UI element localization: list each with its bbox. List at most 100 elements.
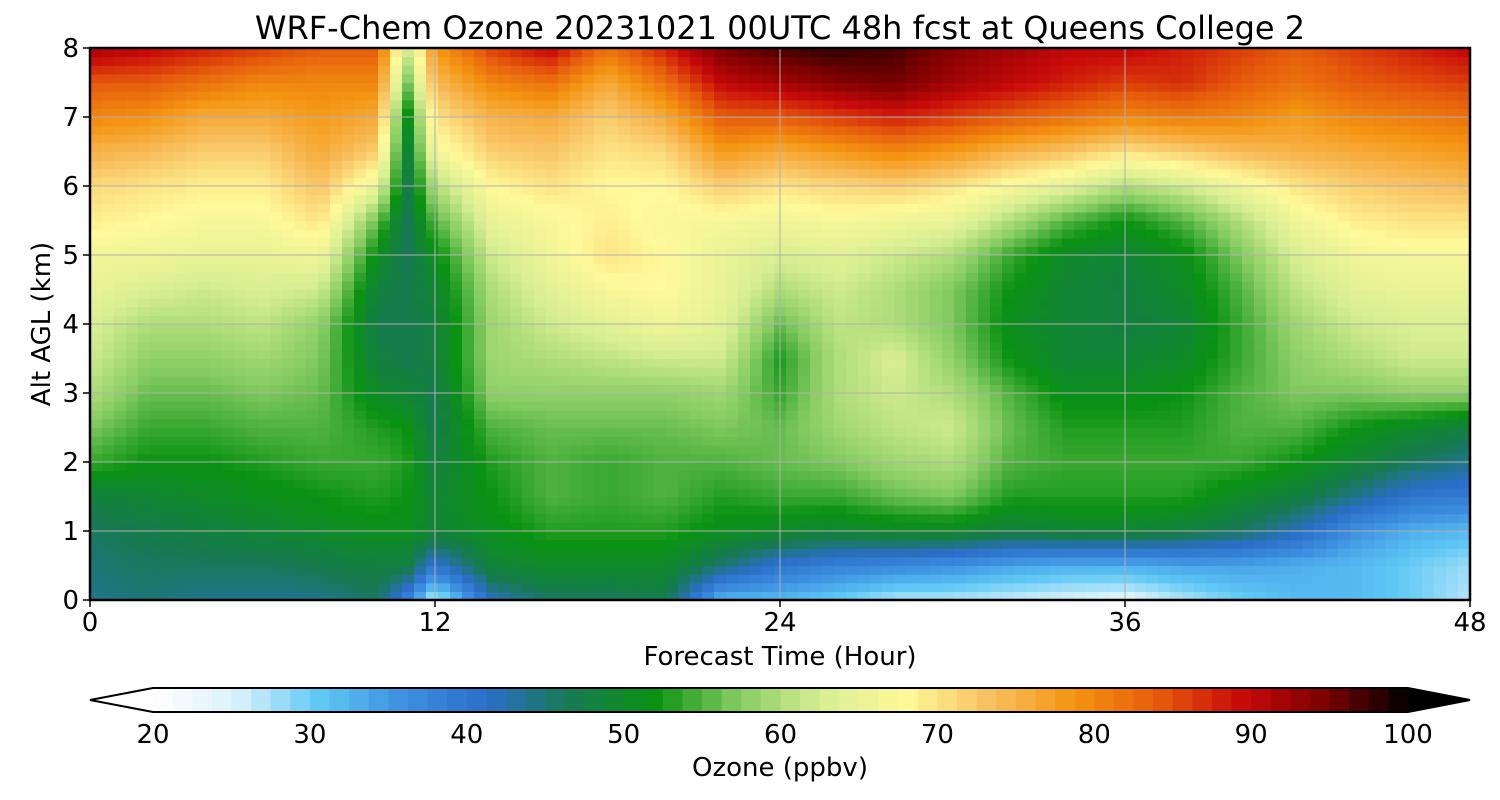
heat-cell [906,462,919,472]
heat-cell [954,306,967,316]
heat-cell [438,324,451,334]
heat-cell [210,531,223,541]
heat-cell [402,479,415,489]
heat-cell [666,160,679,170]
heat-cell [186,332,199,342]
heat-cell [114,194,127,204]
heat-cell [822,177,835,187]
heat-cell [414,384,427,394]
heat-cell [390,186,403,196]
heat-cell [606,56,619,66]
heat-cell [126,565,139,575]
heat-cell [726,186,739,196]
heat-cell [90,272,103,282]
heat-cell [990,565,1003,575]
heat-cell [378,522,391,532]
heat-cell [654,436,667,446]
heat-cell [690,436,703,446]
heat-cell [1002,401,1015,411]
heat-cell [546,255,559,265]
heat-cell [690,194,703,204]
heat-cell [822,73,835,84]
heat-cell [558,151,571,161]
heat-cell [474,186,487,196]
heat-cell [654,48,667,58]
heat-cell [894,453,907,463]
heat-cell [558,358,571,368]
heat-cell [294,177,307,187]
heat-cell [894,298,907,308]
heat-cell [378,410,391,420]
heat-cell [702,82,715,92]
heat-cell [462,108,475,118]
heat-cell [342,470,355,480]
heat-cell [594,203,607,213]
heat-cell [162,375,175,385]
heat-cell [234,565,247,575]
heat-cell [378,444,391,454]
heat-cell [558,298,571,308]
heat-cell [762,99,775,109]
heat-cell [534,367,547,377]
heat-cell [306,393,319,403]
heat-cell [522,186,535,196]
heat-cell [222,186,235,196]
heat-cell [954,470,967,480]
heat-cell [546,99,559,109]
heat-cell [606,160,619,170]
heat-cell [726,168,739,178]
heat-cell [318,427,331,437]
heat-cell [198,168,211,178]
heat-cell [846,591,859,600]
heat-cell [918,298,931,308]
heat-cell [282,142,295,153]
heat-cell [918,315,931,325]
heat-cell [198,487,211,498]
heat-cell [90,393,103,403]
heat-cell [102,332,115,342]
heat-cell [798,453,811,463]
heat-cell [534,522,547,532]
heat-cell [246,427,259,437]
heat-cell [570,117,583,127]
heat-cell [954,539,967,549]
heat-cell [1002,427,1015,437]
heat-cell [570,255,583,265]
heat-cell [246,349,259,360]
heat-cell [150,73,163,84]
heat-cell [810,151,823,161]
heat-cell [126,211,139,222]
heat-cell [918,324,931,334]
heat-cell [510,427,523,437]
heat-cell [174,134,187,144]
heat-cell [594,56,607,66]
heat-cell [894,82,907,92]
heat-cell [570,134,583,144]
heat-cell [270,48,283,58]
heat-cell [438,574,451,584]
heat-cell [486,479,499,489]
heat-cell [174,367,187,377]
heat-cell [498,117,511,127]
heat-cell [666,324,679,334]
heat-cell [1014,556,1027,567]
heat-cell [450,65,463,75]
heat-cell [90,531,103,541]
heat-cell [570,513,583,523]
heat-cell [114,237,127,247]
heat-cell [378,186,391,196]
heat-cell [198,401,211,411]
heat-cell [750,444,763,454]
heat-cell [426,341,439,351]
heat-cell [642,591,655,600]
heat-cell [954,444,967,454]
heat-cell [582,160,595,170]
heat-cell [714,324,727,334]
heat-cell [258,315,271,325]
heat-cell [222,65,235,75]
heat-cell [414,505,427,515]
heat-cell [618,65,631,75]
heat-cell [378,548,391,558]
heat-cell [402,531,415,541]
heat-cell [234,436,247,446]
